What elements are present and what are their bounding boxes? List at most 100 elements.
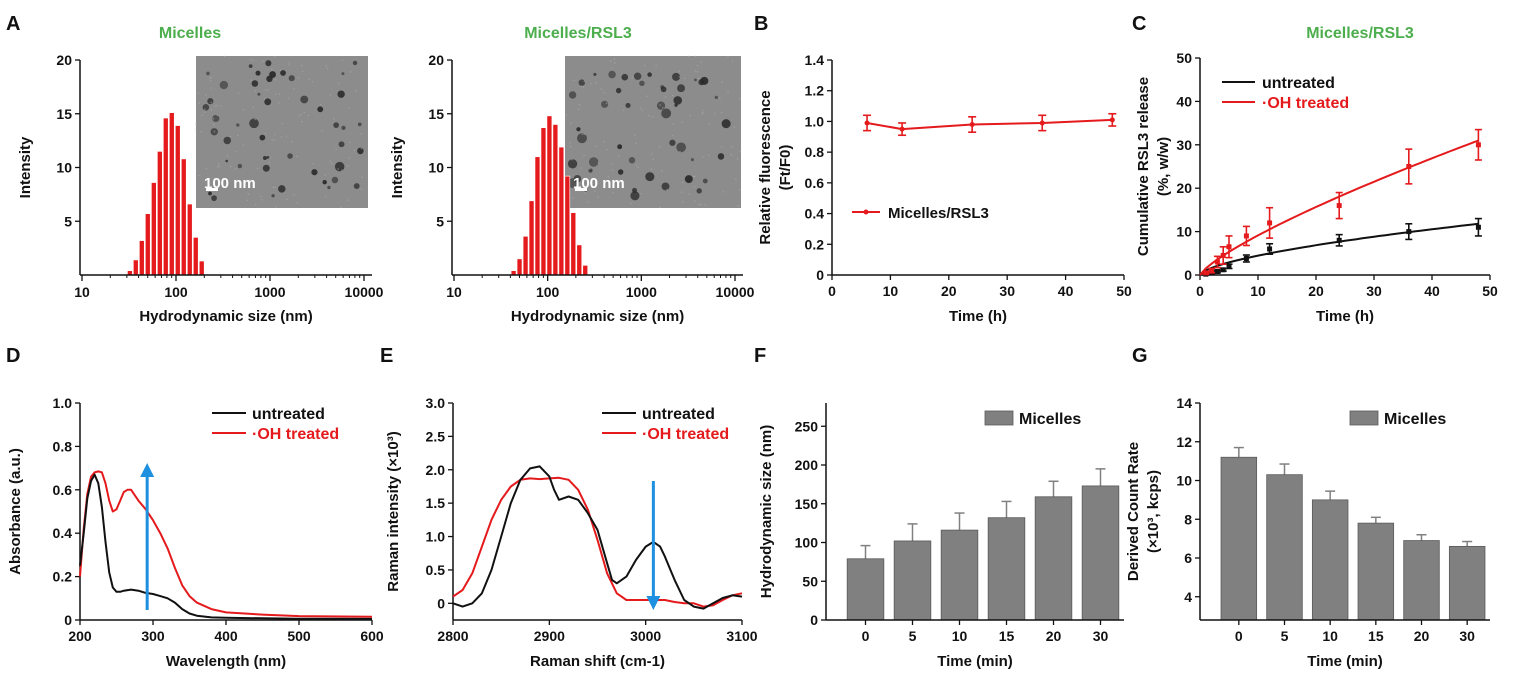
noise-speck [360, 147, 363, 150]
panel-a2: 100 nm 5 10 15 20 10 100 1000 10000 Intensity Hydr… [389, 25, 755, 325]
noise-speck [212, 124, 215, 126]
micelle-particle [237, 163, 243, 169]
y-tick-label: 150 [795, 496, 819, 512]
panel-letter-b: B [754, 13, 768, 35]
noise-speck [722, 191, 724, 193]
micelle-particle [338, 141, 345, 148]
x-axis-label: Hydrodynamic size (nm) [139, 308, 312, 325]
micelle-particle [249, 118, 259, 129]
noise-speck [217, 162, 220, 165]
micelle-particle [608, 70, 616, 79]
noise-speck [600, 88, 603, 90]
data-point [1226, 263, 1232, 269]
noise-speck [341, 169, 343, 171]
y-axis-label: Intensity [389, 136, 406, 198]
y-tick-label: 3.0 [426, 395, 446, 411]
noise-speck [195, 129, 197, 131]
noise-speck [622, 109, 625, 112]
noise-speck [714, 112, 716, 115]
micelle-particle [661, 182, 670, 191]
noise-speck [321, 129, 323, 132]
bar [1220, 456, 1258, 621]
panel-letter-f: F [754, 345, 766, 367]
x-tick-label: 40 [1424, 283, 1440, 299]
noise-speck [704, 204, 707, 206]
noise-speck [263, 98, 266, 100]
legend-marker [863, 209, 869, 215]
micelle-particle [694, 78, 697, 82]
bar [940, 529, 979, 621]
legend-label: untreated [642, 406, 715, 423]
y-tick-label: 250 [795, 418, 819, 434]
x-tick-label: 5 [1281, 628, 1289, 644]
noise-speck [298, 115, 300, 117]
noise-speck [246, 199, 249, 202]
y-tick-label: 6 [1184, 550, 1192, 566]
noise-speck [694, 200, 696, 202]
noise-speck [678, 76, 681, 78]
noise-speck [198, 102, 201, 104]
noise-speck [721, 81, 723, 83]
micelle-particle [331, 176, 339, 184]
noise-speck [229, 135, 232, 138]
micelle-particle [223, 136, 232, 145]
noise-speck [681, 201, 684, 203]
noise-speck [681, 121, 684, 124]
noise-speck [666, 188, 668, 191]
noise-speck [614, 62, 616, 64]
noise-speck [331, 162, 333, 165]
noise-speck [578, 103, 581, 106]
bar [1081, 485, 1120, 621]
noise-speck [355, 89, 357, 92]
y-tick-label: 1.0 [53, 395, 73, 411]
noise-speck [210, 87, 212, 89]
scale-bar-label: 100 nm [204, 175, 256, 192]
x-axis-label: Raman shift (cm-1) [530, 653, 665, 670]
y-tick-label: 1.4 [805, 52, 825, 68]
micelle-particle [206, 71, 210, 76]
y-tick-label: 0.2 [805, 236, 825, 252]
x-axis-label: Time (h) [1316, 308, 1374, 325]
noise-speck [719, 97, 721, 100]
noise-speck [260, 198, 263, 201]
noise-speck [307, 114, 309, 117]
y-tick-label: 0.8 [805, 144, 825, 160]
noise-speck [610, 163, 613, 166]
noise-speck [205, 167, 208, 170]
chart-title: Micelles [159, 25, 221, 42]
x-tick-label: 0 [1196, 283, 1204, 299]
micelle-particle [311, 169, 318, 176]
micelle-particle [333, 122, 340, 128]
histogram-bar [522, 236, 529, 276]
noise-speck [640, 192, 642, 195]
y-tick-label: 0.6 [805, 175, 825, 191]
micelle-particle [647, 72, 652, 77]
noise-speck [658, 206, 661, 208]
micelle-particle [255, 70, 261, 76]
noise-speck [597, 161, 600, 164]
histogram-bar [552, 124, 559, 276]
legend-label: untreated [252, 406, 325, 423]
micelle-particle [262, 164, 270, 172]
micelle-particle [266, 75, 273, 83]
noise-speck [650, 153, 653, 155]
y-tick-label: 2.5 [426, 428, 446, 444]
y-tick-label: 15 [56, 106, 72, 122]
data-point [1406, 229, 1412, 235]
micelle-particle [628, 157, 636, 164]
bar [1311, 499, 1349, 621]
x-tick-label: 0 [862, 628, 870, 644]
noise-speck [720, 146, 723, 148]
y-tick-label: 0.6 [53, 482, 73, 498]
micelle-particle [702, 178, 708, 184]
noise-speck [212, 117, 215, 120]
noise-speck [204, 111, 206, 113]
x-tick-label: 3100 [726, 628, 757, 644]
y-tick-label: 10 [428, 160, 444, 176]
noise-speck [274, 186, 276, 189]
noise-speck [727, 55, 729, 58]
noise-speck [249, 58, 251, 61]
y-axis-label: Hydrodynamic size (nm) [758, 425, 775, 598]
noise-speck [293, 87, 295, 90]
y-tick-label: 0 [810, 612, 818, 628]
